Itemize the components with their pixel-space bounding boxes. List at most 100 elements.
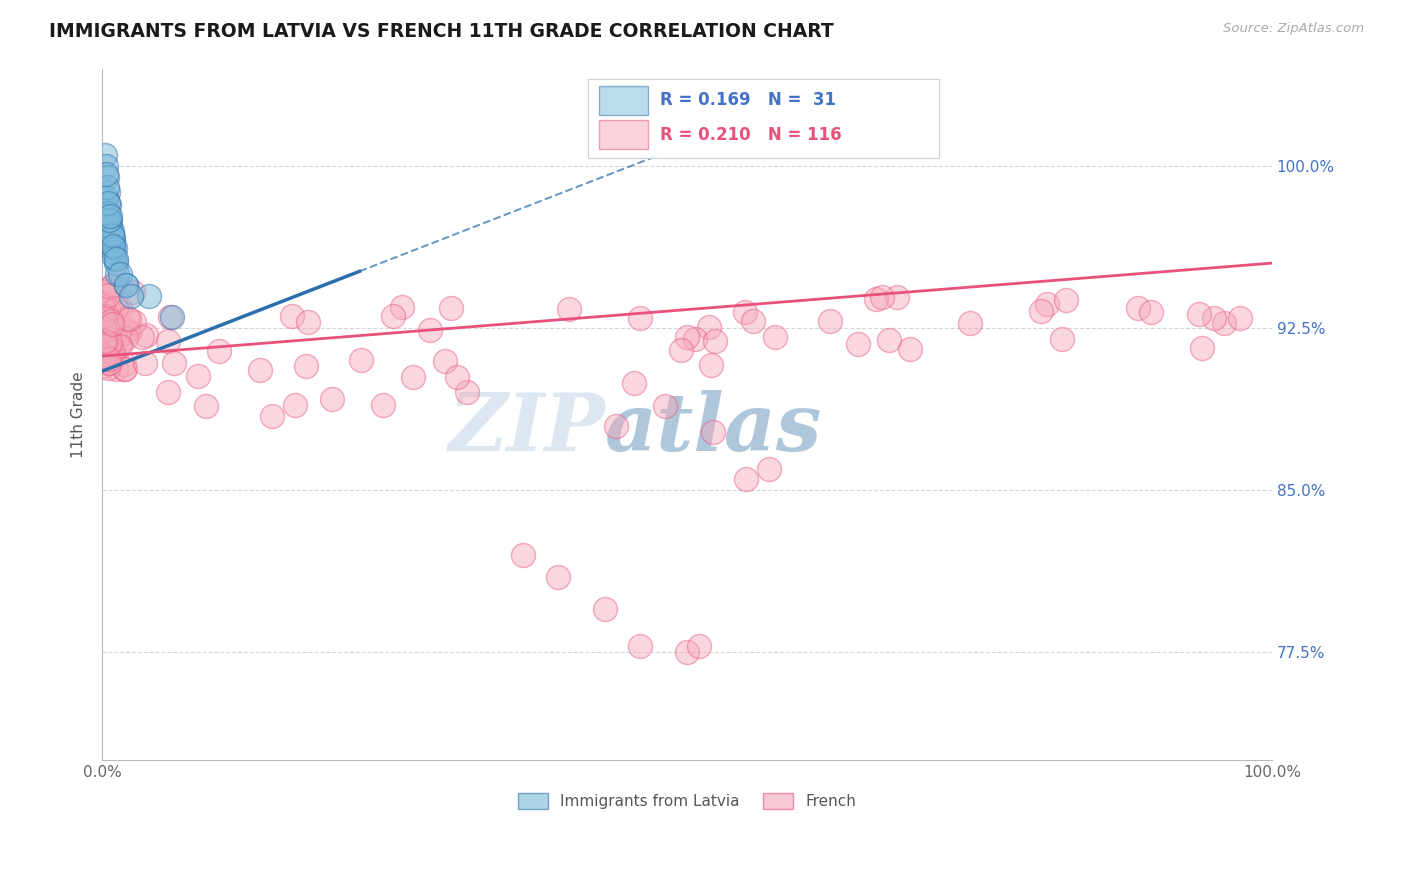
FancyBboxPatch shape <box>599 120 648 150</box>
Point <box>94 159 117 173</box>
Point <box>103 250 125 264</box>
Point <box>101 351 124 366</box>
Text: R = 0.169   N =  31: R = 0.169 N = 31 <box>661 91 837 110</box>
Point <box>1191 342 1213 356</box>
Point <box>97 338 120 352</box>
Point <box>865 292 887 306</box>
Point <box>98 280 121 294</box>
Point <box>98 212 121 227</box>
Point <box>100 209 122 223</box>
Text: ZIP: ZIP <box>449 390 605 467</box>
Point <box>107 267 129 281</box>
Point <box>96 180 118 194</box>
Point <box>97 356 120 370</box>
Point <box>382 309 405 323</box>
Point <box>605 418 627 433</box>
Point <box>703 334 725 348</box>
Point <box>100 212 122 227</box>
Point <box>118 325 141 339</box>
Point <box>688 639 710 653</box>
Point <box>734 472 756 486</box>
Point <box>105 361 128 376</box>
Point <box>101 239 124 253</box>
Point <box>120 288 142 302</box>
Point <box>101 230 124 244</box>
Point <box>1036 296 1059 310</box>
Point <box>94 168 117 182</box>
Point <box>623 376 645 391</box>
Point <box>208 344 231 359</box>
Point <box>669 343 692 357</box>
Point <box>157 334 180 348</box>
Point <box>94 191 117 205</box>
Point <box>879 333 901 347</box>
Text: IMMIGRANTS FROM LATVIA VS FRENCH 11TH GRADE CORRELATION CHART: IMMIGRANTS FROM LATVIA VS FRENCH 11TH GR… <box>49 22 834 41</box>
Point <box>100 227 122 242</box>
Point <box>135 327 157 342</box>
Point <box>898 342 921 356</box>
Point <box>456 384 478 399</box>
Point <box>676 329 699 343</box>
Point <box>97 361 120 376</box>
Point <box>654 399 676 413</box>
Point <box>187 368 209 383</box>
Point <box>110 338 132 352</box>
Point <box>101 343 124 357</box>
Point <box>162 356 184 370</box>
Point <box>683 332 706 346</box>
Point <box>114 362 136 376</box>
Point <box>391 300 413 314</box>
Point <box>94 342 117 356</box>
Point <box>297 315 319 329</box>
Point <box>156 385 179 400</box>
Point <box>93 148 115 162</box>
Point <box>100 224 122 238</box>
Point <box>114 277 136 292</box>
Point <box>93 284 115 298</box>
Point <box>93 359 115 373</box>
Point <box>97 206 120 220</box>
Point <box>512 548 534 562</box>
Point <box>1213 317 1236 331</box>
Point <box>114 277 136 292</box>
Point <box>439 301 461 315</box>
Point <box>419 323 441 337</box>
FancyBboxPatch shape <box>588 78 939 159</box>
Point <box>112 362 135 376</box>
Point <box>194 400 217 414</box>
Point <box>434 353 457 368</box>
Point <box>101 277 124 292</box>
Point <box>1029 304 1052 318</box>
Point <box>97 351 120 366</box>
Point <box>697 320 720 334</box>
Point <box>558 301 581 316</box>
Point <box>281 310 304 324</box>
Text: Source: ZipAtlas.com: Source: ZipAtlas.com <box>1223 22 1364 36</box>
Point <box>112 357 135 371</box>
Point <box>818 314 841 328</box>
Point <box>101 317 124 331</box>
Point <box>115 331 138 345</box>
Point <box>93 295 115 310</box>
Point <box>1229 311 1251 326</box>
Point <box>93 321 115 335</box>
Point <box>115 311 138 326</box>
FancyBboxPatch shape <box>599 86 648 115</box>
Point <box>1140 305 1163 319</box>
Point <box>547 569 569 583</box>
Point <box>115 323 138 337</box>
Point <box>94 323 117 337</box>
Point <box>101 346 124 360</box>
Point <box>93 309 115 323</box>
Point <box>104 333 127 347</box>
Point <box>121 285 143 300</box>
Point <box>162 310 184 325</box>
Point <box>1054 293 1077 307</box>
Point <box>107 339 129 353</box>
Point <box>349 352 371 367</box>
Point <box>93 301 115 316</box>
Point <box>98 330 121 344</box>
Point <box>96 169 118 184</box>
Point <box>105 301 128 315</box>
Y-axis label: 11th Grade: 11th Grade <box>72 371 86 458</box>
